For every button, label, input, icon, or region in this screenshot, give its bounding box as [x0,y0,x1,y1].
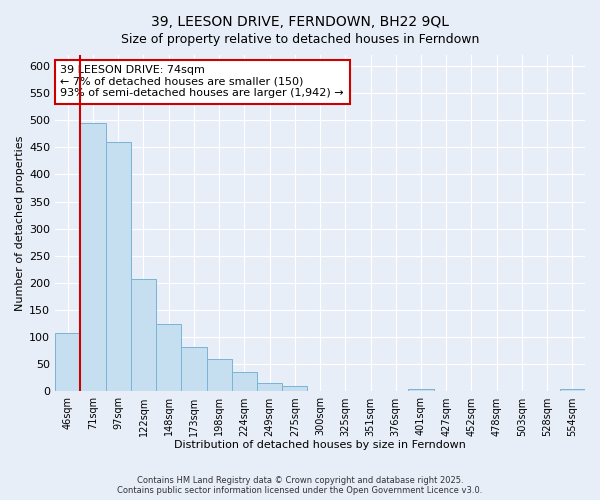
Text: 39, LEESON DRIVE, FERNDOWN, BH22 9QL: 39, LEESON DRIVE, FERNDOWN, BH22 9QL [151,15,449,29]
Bar [232,372,257,392]
X-axis label: Distribution of detached houses by size in Ferndown: Distribution of detached houses by size … [174,440,466,450]
Text: Size of property relative to detached houses in Ferndown: Size of property relative to detached ho… [121,32,479,46]
Bar [282,386,307,392]
Bar [409,389,434,392]
Bar [206,360,232,392]
Bar [131,278,156,392]
Bar [55,334,80,392]
Bar [257,384,282,392]
Bar [106,142,131,392]
Bar [560,389,585,392]
Y-axis label: Number of detached properties: Number of detached properties [15,136,25,311]
Bar [181,347,206,392]
Bar [80,123,106,392]
Text: 39 LEESON DRIVE: 74sqm
← 7% of detached houses are smaller (150)
93% of semi-det: 39 LEESON DRIVE: 74sqm ← 7% of detached … [61,65,344,98]
Bar [156,324,181,392]
Text: Contains HM Land Registry data © Crown copyright and database right 2025.
Contai: Contains HM Land Registry data © Crown c… [118,476,482,495]
